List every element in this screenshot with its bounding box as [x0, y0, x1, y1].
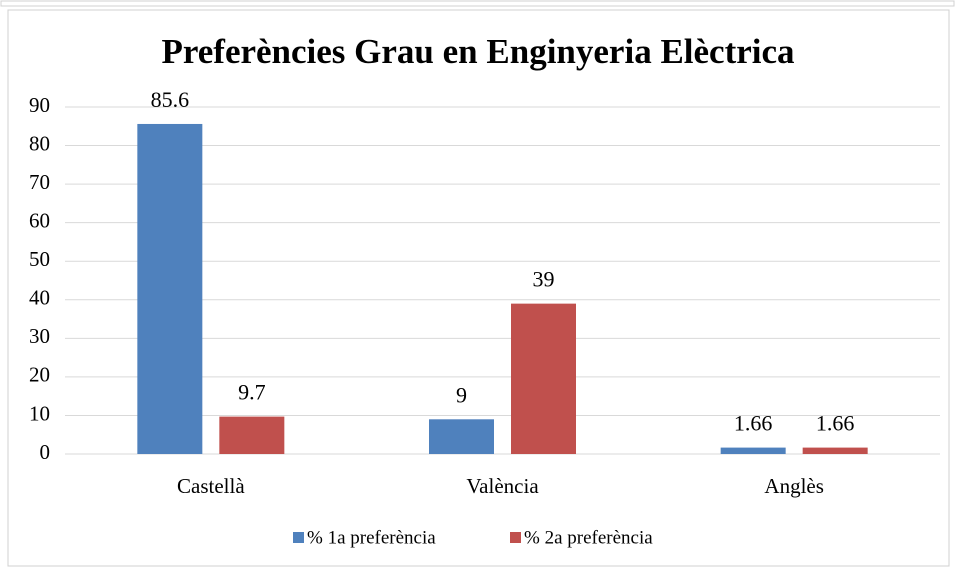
y-tick-label: 40: [29, 286, 50, 310]
bar: [720, 447, 786, 454]
data-label: 1.66: [734, 411, 773, 436]
y-tick-label: 60: [29, 208, 50, 232]
legend-swatch: [510, 532, 521, 543]
x-tick-label: Castellà: [177, 474, 245, 498]
y-tick-label: 0: [40, 440, 51, 464]
bar: [511, 303, 576, 454]
y-tick-label: 10: [29, 401, 50, 425]
y-tick-label: 90: [29, 93, 50, 117]
bar: [802, 447, 868, 454]
y-tick-label: 20: [29, 363, 50, 387]
legend-swatch: [293, 532, 304, 543]
chart-title: Preferències Grau en Enginyeria Elèctric…: [161, 32, 794, 71]
data-label: 85.6: [151, 87, 190, 112]
bar: [429, 419, 494, 454]
data-label: 9: [456, 382, 467, 407]
data-label: 39: [533, 267, 555, 292]
bar: [219, 416, 285, 454]
x-tick-label: València: [466, 474, 539, 498]
y-tick-label: 50: [29, 247, 50, 271]
legend-label: % 2a preferència: [524, 527, 653, 548]
legend-label: % 1a preferència: [307, 527, 436, 548]
x-tick-label: Anglès: [764, 474, 824, 498]
data-label: 9.7: [238, 380, 266, 405]
y-tick-label: 30: [29, 324, 50, 348]
data-label: 1.66: [816, 411, 855, 436]
y-tick-label: 70: [29, 170, 50, 194]
bar: [137, 123, 203, 454]
y-tick-label: 80: [29, 131, 50, 155]
top-frame: [0, 0, 955, 7]
